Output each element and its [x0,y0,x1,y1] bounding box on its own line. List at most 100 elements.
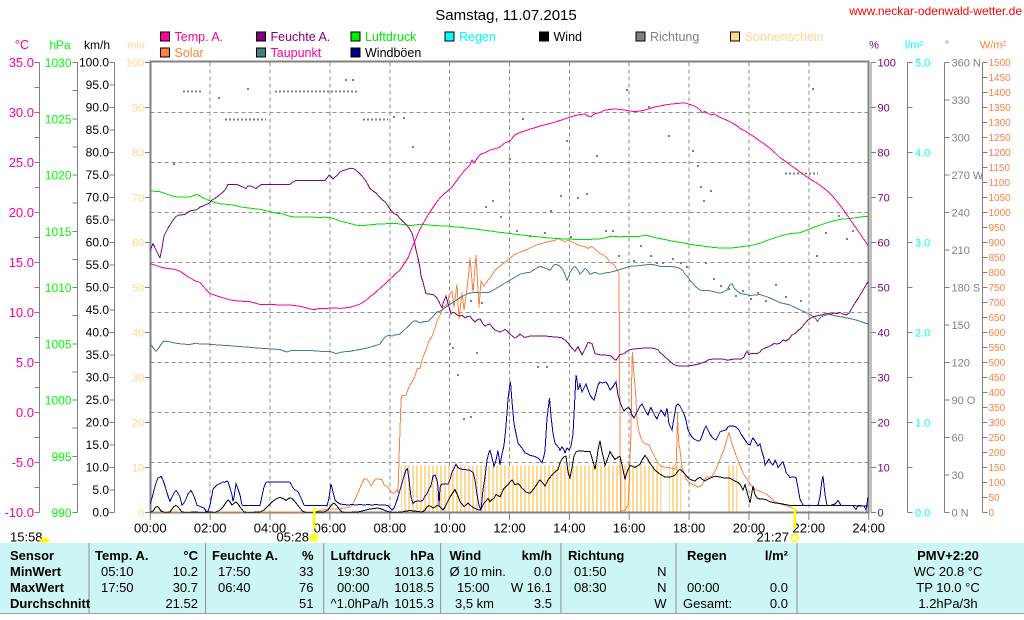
svg-text:17:50: 17:50 [218,564,251,579]
svg-text:%: % [302,548,314,563]
svg-text:60.0: 60.0 [86,236,110,250]
svg-text:995: 995 [51,450,71,464]
svg-text:km/h: km/h [84,38,110,52]
svg-text:3,5 km: 3,5 km [455,596,494,611]
svg-text:Ø 10 min.: Ø 10 min. [450,564,506,579]
svg-text:70.0: 70.0 [86,191,110,205]
svg-text:^1.0hPa/h: ^1.0hPa/h [331,596,389,611]
svg-text:0: 0 [989,508,995,519]
svg-text:0.0: 0.0 [770,580,788,595]
svg-text:90 O: 90 O [952,395,976,407]
svg-text:1150: 1150 [989,163,1011,174]
svg-text:1000: 1000 [989,208,1012,219]
svg-text:4.0: 4.0 [915,148,930,160]
svg-text:Richtung: Richtung [650,30,699,44]
svg-text:55.0: 55.0 [86,258,110,272]
svg-text:Luftdruck: Luftdruck [331,548,392,563]
svg-text:16:00: 16:00 [613,521,646,536]
svg-text:5.0: 5.0 [92,483,109,497]
svg-text:50: 50 [878,283,890,295]
svg-text:12:00: 12:00 [493,521,526,536]
svg-text:10.0: 10.0 [9,305,34,320]
svg-text:75.0: 75.0 [86,168,110,182]
svg-text:40.0: 40.0 [86,326,110,340]
svg-text:WC 20.8 °C: WC 20.8 °C [914,564,983,579]
svg-text:50: 50 [132,283,144,295]
svg-text:30.0: 30.0 [86,371,110,385]
svg-text:30.0: 30.0 [9,105,34,120]
svg-text:1020: 1020 [45,169,72,183]
svg-text:1030: 1030 [45,56,72,70]
svg-text:0.0: 0.0 [915,508,930,520]
svg-text:°C: °C [183,548,198,563]
svg-text:hPa: hPa [49,38,71,52]
svg-text:180 S: 180 S [952,283,981,295]
svg-text:1100: 1100 [989,178,1011,189]
svg-text:600: 600 [989,328,1006,339]
svg-text:270 W: 270 W [952,170,984,182]
svg-text:70: 70 [132,193,144,205]
svg-text:06:00: 06:00 [314,521,347,536]
svg-text:MinWert: MinWert [10,564,62,579]
svg-text:800: 800 [989,268,1006,279]
svg-text:550: 550 [989,343,1006,354]
svg-text:1010: 1010 [45,281,72,295]
svg-text:Richtung: Richtung [568,548,624,563]
svg-text:1200: 1200 [989,148,1012,159]
svg-text:700: 700 [989,298,1006,309]
svg-text:10.2: 10.2 [173,564,198,579]
svg-text:hPa: hPa [410,548,435,563]
svg-text:350: 350 [989,403,1006,414]
svg-text:3.0: 3.0 [915,238,930,250]
svg-text:Feuchte A.: Feuchte A. [271,30,331,44]
svg-text:1300: 1300 [989,118,1012,129]
svg-text:22:00: 22:00 [793,521,826,536]
svg-text:76: 76 [299,580,313,595]
svg-text:1005: 1005 [45,337,72,351]
svg-text:90: 90 [132,103,144,115]
svg-text:90.0: 90.0 [86,101,110,115]
svg-text:30: 30 [878,373,890,385]
svg-text:Temp. A.: Temp. A. [95,548,148,563]
svg-text:W/m²: W/m² [980,40,1007,52]
svg-text:1350: 1350 [989,103,1012,114]
svg-text:MaxWert: MaxWert [10,580,65,595]
svg-text:150: 150 [989,463,1006,474]
svg-text:150: 150 [952,320,970,332]
svg-text:990: 990 [51,506,71,520]
svg-text:20:00: 20:00 [733,521,766,536]
svg-text:Wind: Wind [450,548,482,563]
svg-text:30.7: 30.7 [173,580,198,595]
svg-text:300: 300 [952,133,970,145]
svg-text:Regen: Regen [459,30,496,44]
svg-text:°: ° [945,40,949,52]
svg-text:N: N [657,564,666,579]
svg-text:0.0: 0.0 [92,506,109,520]
svg-text:50: 50 [989,493,1001,504]
svg-text:33: 33 [299,564,313,579]
svg-text:750: 750 [989,283,1006,294]
svg-text:min: min [127,40,145,52]
svg-text:Taupunkt: Taupunkt [271,46,322,60]
svg-text:05:10: 05:10 [101,564,134,579]
svg-text:30: 30 [952,470,964,482]
svg-text:3.5: 3.5 [534,596,552,611]
svg-text:1500: 1500 [989,58,1012,69]
svg-text:24:00: 24:00 [852,521,885,536]
svg-text:15:58: 15:58 [10,530,43,545]
svg-text:400: 400 [989,388,1006,399]
svg-text:W 16.1: W 16.1 [511,580,552,595]
svg-text:km/h: km/h [522,548,552,563]
svg-text:TP 10.0 °C: TP 10.0 °C [916,580,980,595]
svg-text:www.neckar-odenwald-wetter.de: www.neckar-odenwald-wetter.de [848,4,1022,18]
svg-text:60: 60 [952,433,964,445]
svg-text:Solar: Solar [175,46,204,60]
svg-text:90: 90 [878,103,890,115]
svg-text:70: 70 [878,193,890,205]
svg-text:15.0: 15.0 [86,438,110,452]
svg-text:95.0: 95.0 [86,78,110,92]
svg-text:1000: 1000 [45,394,72,408]
svg-text:°C: °C [15,37,30,52]
svg-text:120: 120 [952,358,970,370]
svg-text:240: 240 [952,208,970,220]
